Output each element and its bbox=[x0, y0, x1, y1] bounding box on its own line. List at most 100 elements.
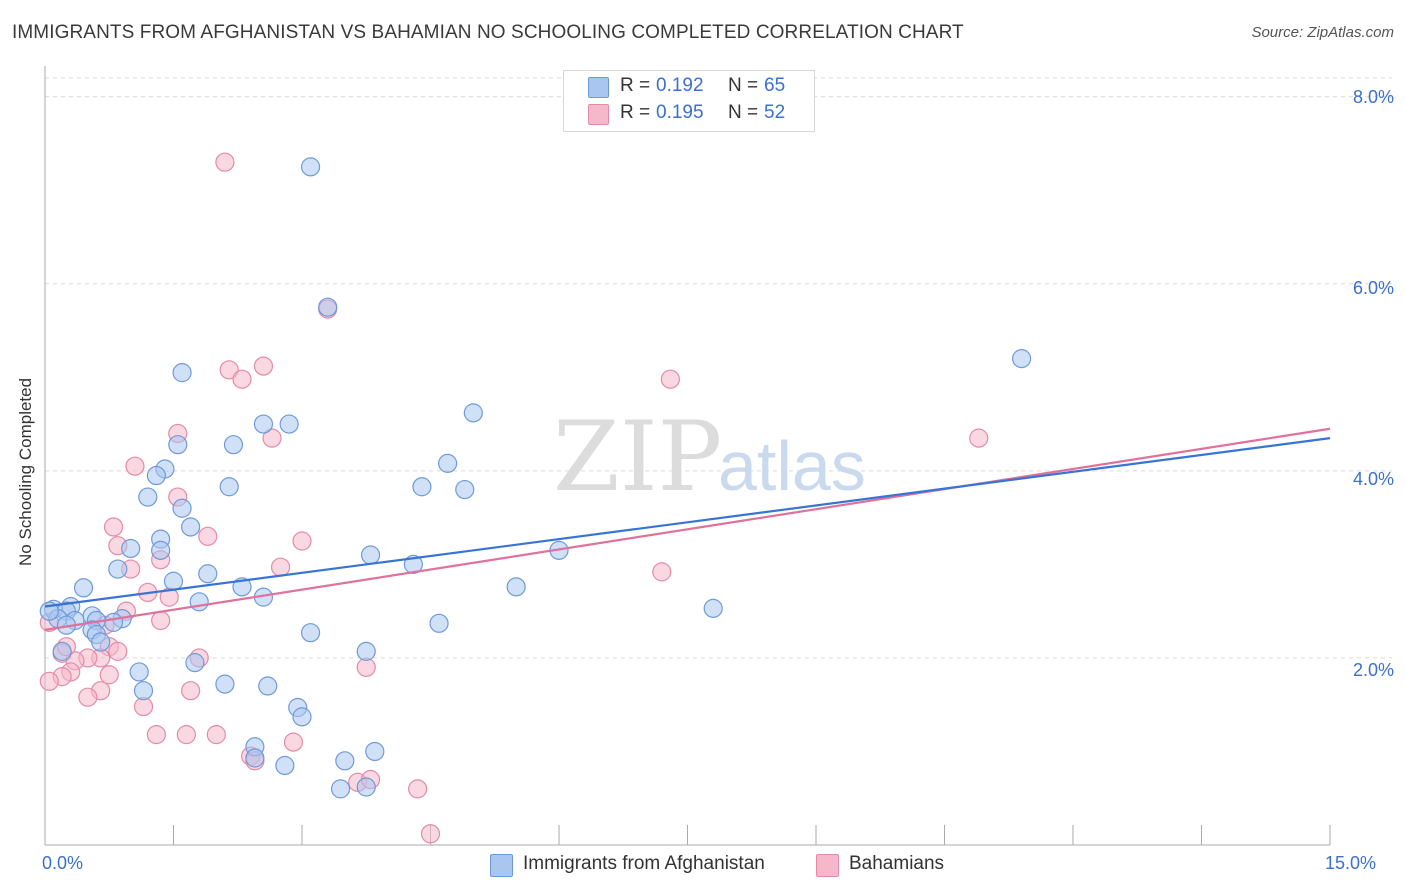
afghanistan-point-51 bbox=[129, 662, 149, 682]
afghanistan-point-19 bbox=[121, 538, 141, 559]
chart-title: IMMIGRANTS FROM AFGHANISTAN VS BAHAMIAN … bbox=[12, 22, 964, 43]
bahamians-point-12 bbox=[198, 526, 218, 546]
n-value: 65 bbox=[764, 75, 786, 96]
bahamians-point-33 bbox=[356, 657, 376, 677]
afghanistan-point-46 bbox=[300, 623, 321, 643]
watermark-zip: ZIP bbox=[553, 401, 722, 513]
afghanistan-point-7 bbox=[168, 435, 188, 455]
bahamians-point-40 bbox=[133, 696, 154, 717]
bahamians-point-5 bbox=[660, 369, 680, 389]
afghanistan-point-20 bbox=[151, 540, 171, 560]
afghanistan-point-14 bbox=[455, 479, 475, 500]
bahamians-point-42 bbox=[176, 725, 196, 745]
y-axis-label: No Schooling Completed bbox=[16, 377, 35, 566]
afghanistan-point-8 bbox=[223, 435, 244, 455]
afghanistan-point-54 bbox=[133, 681, 154, 701]
afghanistan-point-27 bbox=[73, 578, 94, 598]
bahamians-point-50 bbox=[420, 824, 441, 844]
x-tick-label-min: 0.0% bbox=[42, 853, 84, 873]
bahamians-point-11 bbox=[103, 517, 124, 537]
r-label: R = bbox=[620, 102, 651, 123]
afghanistan-point-31 bbox=[189, 592, 209, 612]
bahamians-point-0 bbox=[215, 152, 235, 172]
correlation-legend: R = 0.192 N = 65 R = 0.195 N = 52 bbox=[563, 70, 815, 132]
afghanistan-point-17 bbox=[181, 517, 201, 537]
y-tick-label-4: 4.0% bbox=[1352, 469, 1394, 489]
bahamians-point-22 bbox=[151, 610, 171, 631]
bahamians-point-39 bbox=[78, 687, 98, 707]
source-label: Source: ZipAtlas.com bbox=[1251, 24, 1394, 41]
bahamians-point-18 bbox=[652, 562, 672, 582]
bahamians-point-41 bbox=[146, 725, 166, 745]
trend-lines bbox=[44, 427, 1331, 631]
afghanistan-point-22 bbox=[360, 545, 381, 565]
afghanistan-point-48 bbox=[52, 641, 72, 661]
watermark-atlas: atlas bbox=[718, 427, 866, 505]
afghanistan-point-13 bbox=[412, 477, 432, 497]
afghanistan-point-4 bbox=[279, 414, 299, 434]
afghanistan-point-9 bbox=[438, 453, 458, 473]
r-value: 0.195 bbox=[656, 102, 704, 123]
bahamians-point-44 bbox=[283, 732, 304, 752]
afghanistan-point-6 bbox=[463, 403, 483, 423]
afghanistan-point-47 bbox=[91, 632, 111, 652]
afghanistan-point-5 bbox=[253, 414, 274, 434]
legend-label-bahamians: Bahamians bbox=[849, 853, 945, 874]
bahamians-point-43 bbox=[206, 725, 226, 745]
afghanistan-point-25 bbox=[198, 564, 218, 584]
bahamians-point-3 bbox=[219, 360, 239, 380]
bahamians-point-26 bbox=[108, 641, 128, 661]
afghanistan-point-12 bbox=[219, 477, 239, 497]
legend-label-afghanistan: Immigrants from Afghanistan bbox=[523, 853, 765, 874]
afghanistan-point-59 bbox=[245, 748, 265, 768]
afghanistan-point-63 bbox=[356, 777, 376, 797]
trend-line-bahamians bbox=[44, 427, 1331, 631]
r-label: R = bbox=[620, 75, 651, 96]
legend-swatch-blue bbox=[588, 77, 609, 98]
afghanistan-point-24 bbox=[108, 559, 128, 579]
grid-lines bbox=[45, 77, 1392, 659]
afghanistan-point-52 bbox=[215, 674, 235, 694]
afghanistan-point-0 bbox=[300, 157, 321, 177]
afghanistan-point-61 bbox=[335, 751, 355, 771]
zipatlas-watermark: ZIP atlas bbox=[553, 401, 866, 513]
afghanistan-point-50 bbox=[185, 653, 205, 673]
bahamians-point-36 bbox=[39, 671, 59, 691]
afghanistan-point-58 bbox=[365, 741, 385, 762]
afghanistan-points bbox=[39, 157, 1032, 799]
afghanistan-point-62 bbox=[330, 779, 351, 799]
afghanistan-point-53 bbox=[258, 676, 278, 696]
n-label: N = bbox=[728, 102, 759, 123]
afghanistan-point-40 bbox=[103, 612, 124, 632]
bahamians-point-13 bbox=[292, 531, 312, 551]
bahamians-point-8 bbox=[262, 428, 282, 448]
trend-line-afghanistan bbox=[44, 437, 1331, 608]
afghanistan-point-16 bbox=[172, 498, 192, 518]
legend-swatch-pink bbox=[588, 104, 609, 125]
afghanistan-point-34 bbox=[703, 598, 723, 618]
r-value: 0.192 bbox=[656, 75, 704, 96]
y-tick-label-8: 8.0% bbox=[1352, 87, 1394, 107]
afghanistan-point-29 bbox=[506, 577, 526, 597]
afghanistan-point-56 bbox=[292, 707, 312, 727]
y-tick-label-2: 2.0% bbox=[1352, 660, 1394, 680]
afghanistan-point-49 bbox=[356, 641, 376, 661]
legend-swatch-blue bbox=[490, 854, 513, 877]
bahamians-point-9 bbox=[125, 456, 145, 476]
afghanistan-point-1 bbox=[318, 297, 338, 317]
bahamians-point-6 bbox=[969, 428, 989, 448]
afghanistan-point-42 bbox=[429, 613, 449, 633]
afghanistan-point-64 bbox=[39, 601, 59, 621]
bahamians-point-49 bbox=[408, 779, 428, 799]
afghanistan-point-3 bbox=[172, 363, 192, 383]
legend-swatch-pink bbox=[816, 854, 839, 877]
bahamians-point-4 bbox=[232, 369, 252, 389]
bahamians-point-38 bbox=[181, 681, 201, 701]
bahamians-point-34 bbox=[99, 665, 119, 685]
bahamians-point-16 bbox=[270, 557, 291, 577]
x-tick-label-max: 15.0% bbox=[1325, 853, 1377, 873]
afghanistan-point-2 bbox=[1011, 349, 1032, 369]
n-label: N = bbox=[728, 75, 759, 96]
afghanistan-point-60 bbox=[275, 755, 295, 776]
